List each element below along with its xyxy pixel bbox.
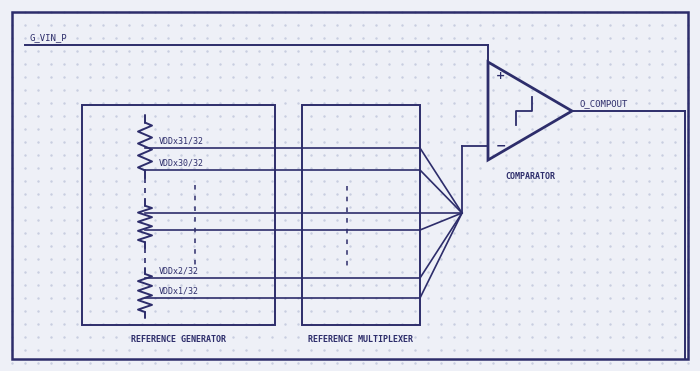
Bar xyxy=(82,105,275,325)
Text: VDDx31/32: VDDx31/32 xyxy=(159,136,204,145)
Text: VDDx30/32: VDDx30/32 xyxy=(159,158,204,167)
Text: G_VIN_P: G_VIN_P xyxy=(30,33,68,42)
Text: COMPARATOR: COMPARATOR xyxy=(505,172,555,181)
Text: O_COMPOUT: O_COMPOUT xyxy=(580,99,629,108)
Text: +: + xyxy=(496,71,505,81)
Text: VDDx1/32: VDDx1/32 xyxy=(159,286,199,295)
Text: REFERENCE GENERATOR: REFERENCE GENERATOR xyxy=(131,335,226,344)
Text: REFERENCE MULTIPLEXER: REFERENCE MULTIPLEXER xyxy=(309,335,414,344)
Text: −: − xyxy=(496,139,507,152)
Bar xyxy=(302,105,420,325)
Text: VDDx2/32: VDDx2/32 xyxy=(159,266,199,275)
